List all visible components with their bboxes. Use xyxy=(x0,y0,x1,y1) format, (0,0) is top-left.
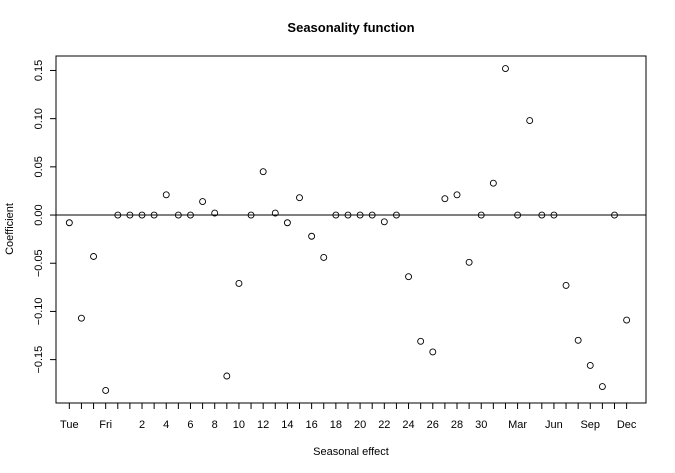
data-point xyxy=(211,209,219,217)
x-axis: Tue Fri 2 4 6 8 10 12 14 16 18 20 22 24 26 28 30 Mar Jun Se… xyxy=(60,402,637,431)
data-point xyxy=(538,211,546,219)
data-point xyxy=(465,258,473,266)
data-point xyxy=(489,179,497,187)
x-tick-label: Mar xyxy=(508,419,527,431)
data-point xyxy=(126,211,134,219)
y-tick-label: 0.00 xyxy=(33,204,45,225)
data-points-layer xyxy=(65,65,631,394)
data-point xyxy=(77,314,85,322)
y-tick-label: −0.15 xyxy=(33,346,45,374)
data-point xyxy=(259,168,267,176)
x-tick-label: Sep xyxy=(580,419,600,431)
y-tick-label: 0.15 xyxy=(33,60,45,81)
x-axis-label: Seasonal effect xyxy=(313,446,389,458)
data-point xyxy=(332,211,340,219)
x-tick-label: 14 xyxy=(281,419,293,431)
x-tick-label: 2 xyxy=(139,419,145,431)
x-tick-label: 24 xyxy=(402,419,414,431)
y-tick-label: −0.05 xyxy=(33,249,45,277)
data-point xyxy=(114,211,122,219)
x-tick-label: 28 xyxy=(451,419,463,431)
data-point xyxy=(174,211,182,219)
data-point xyxy=(514,211,522,219)
x-tick-label: 16 xyxy=(306,419,318,431)
data-point xyxy=(623,316,631,324)
data-point xyxy=(65,219,73,227)
chart-title: Seasonality function xyxy=(287,20,414,35)
y-tick-label: −0.10 xyxy=(33,298,45,326)
data-point xyxy=(187,211,194,219)
data-point xyxy=(598,383,606,391)
data-point xyxy=(611,211,618,219)
data-point xyxy=(441,195,449,203)
data-point xyxy=(235,280,243,287)
x-tick-label: Dec xyxy=(617,419,637,431)
data-point xyxy=(138,211,146,219)
data-point xyxy=(296,194,303,202)
data-point xyxy=(586,361,594,369)
data-point xyxy=(526,117,534,125)
data-point xyxy=(429,348,437,356)
y-tick-label: 0.05 xyxy=(33,156,45,177)
data-point xyxy=(574,336,582,344)
data-point xyxy=(320,254,328,261)
x-tick-label: 30 xyxy=(475,419,487,431)
x-tick-label: 22 xyxy=(378,419,390,431)
data-point xyxy=(344,211,352,219)
data-point xyxy=(477,211,485,219)
x-tick-label: 20 xyxy=(354,419,366,431)
x-tick-label: 4 xyxy=(163,419,169,431)
y-axis-label: Coefficient xyxy=(4,203,16,255)
x-tick-label: 18 xyxy=(330,419,342,431)
y-tick-label: 0.10 xyxy=(33,108,45,129)
x-tick-label: 12 xyxy=(257,419,269,431)
data-point xyxy=(368,211,376,219)
data-point xyxy=(102,387,110,394)
data-point xyxy=(405,273,412,281)
x-tick-label: 6 xyxy=(187,419,193,431)
x-tick-label: Jun xyxy=(545,419,563,431)
data-point xyxy=(271,209,279,217)
data-point xyxy=(417,337,425,345)
data-point xyxy=(199,198,207,206)
data-point xyxy=(283,219,291,227)
data-point xyxy=(502,65,509,72)
x-tick-label: Tue xyxy=(60,419,79,431)
x-tick-label: Fri xyxy=(99,419,112,431)
x-tick-label: 8 xyxy=(212,419,218,431)
data-point xyxy=(223,372,231,380)
data-point xyxy=(392,211,400,219)
data-point xyxy=(90,253,98,260)
x-tick-label: 10 xyxy=(233,419,245,431)
data-point xyxy=(380,218,388,226)
data-point xyxy=(550,211,558,219)
data-point xyxy=(453,191,461,199)
data-point xyxy=(308,232,316,240)
data-point xyxy=(162,191,170,199)
data-point xyxy=(356,211,364,219)
y-axis: 0.15 0.10 0.05 0.00 −0.05 −0.10 −0.15 xyxy=(33,60,57,374)
x-tick-label: 26 xyxy=(427,419,439,431)
data-point xyxy=(247,211,255,219)
data-point xyxy=(150,211,158,219)
data-point xyxy=(562,281,570,289)
